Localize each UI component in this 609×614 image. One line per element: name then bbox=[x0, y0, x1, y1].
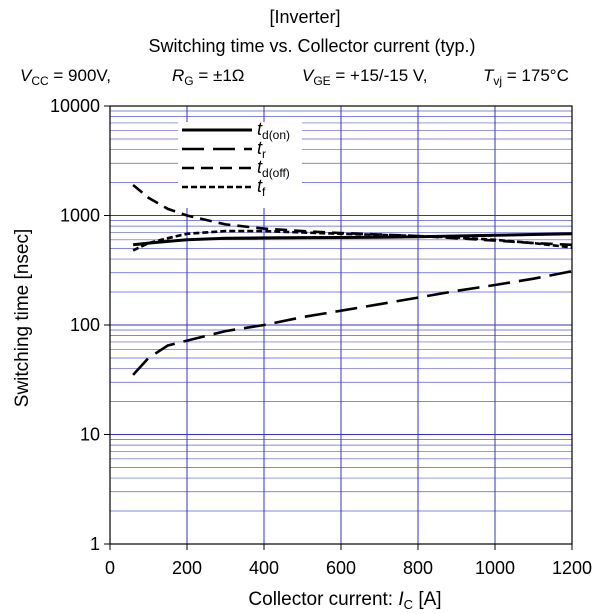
chart-subtitle: Switching time vs. Collector current (ty… bbox=[148, 36, 475, 56]
x-tick-label: 600 bbox=[326, 558, 356, 578]
vge-symbol: V bbox=[302, 66, 315, 85]
series-layer bbox=[132, 184, 573, 376]
tvj-value: = 175°C bbox=[502, 66, 569, 85]
rg-symbol: R bbox=[172, 66, 184, 85]
vcc-subscript: CC bbox=[31, 74, 49, 88]
legend-label-main: t bbox=[257, 119, 263, 139]
vge-subscript: GE bbox=[313, 74, 330, 88]
y-axis-ticks: 1 10 100 1000 10000 bbox=[50, 96, 110, 554]
x-axis-label: Collector current: IC [A] bbox=[248, 589, 441, 612]
y-tick-label: 1000 bbox=[60, 206, 100, 226]
rg-subscript: G bbox=[184, 74, 193, 88]
tvj-subscript: vj bbox=[493, 74, 502, 88]
vge-value: = +15/-15 V, bbox=[331, 66, 428, 85]
legend-box bbox=[178, 122, 302, 208]
x-axis-label-symbol: I bbox=[398, 589, 404, 610]
y-tick-label: 10000 bbox=[50, 96, 100, 116]
series-line-r bbox=[132, 269, 573, 376]
legend-label: tf bbox=[257, 176, 266, 199]
legend-label: td(off) bbox=[257, 157, 290, 180]
legend-label-sub: d(off) bbox=[262, 166, 290, 180]
chart-title: [Inverter] bbox=[269, 7, 340, 27]
rg-value: = ±1Ω bbox=[194, 66, 245, 85]
legend-label: td(on) bbox=[257, 119, 290, 142]
legend-label-sub: r bbox=[262, 147, 266, 161]
vcc-symbol: V bbox=[20, 66, 33, 85]
legend-label-sub: d(on) bbox=[262, 128, 290, 142]
x-tick-label: 0 bbox=[105, 558, 115, 578]
legend-label-main: t bbox=[257, 176, 263, 196]
legend-label-sub: f bbox=[262, 185, 266, 199]
x-tick-label: 1000 bbox=[475, 558, 515, 578]
x-tick-label: 1200 bbox=[552, 558, 592, 578]
y-tick-label: 10 bbox=[80, 425, 100, 445]
conditions-line: VCC = 900V, RG = ±1Ω VGE = +15/-15 V, Tv… bbox=[20, 66, 569, 88]
x-tick-label: 800 bbox=[403, 558, 433, 578]
x-axis-label-text: Collector current: bbox=[248, 589, 398, 610]
y-tick-label: 100 bbox=[70, 315, 100, 335]
legend-label-main: t bbox=[257, 157, 263, 177]
x-axis-label-unit: [A] bbox=[413, 589, 442, 610]
series-line-f bbox=[132, 229, 573, 252]
series-line-don bbox=[132, 232, 573, 247]
x-tick-label: 400 bbox=[249, 558, 279, 578]
x-tick-label: 200 bbox=[172, 558, 202, 578]
y-tick-label: 1 bbox=[90, 534, 100, 554]
vcc-value: = 900V, bbox=[49, 66, 111, 85]
x-axis-label-subscript: C bbox=[404, 597, 413, 612]
y-axis-label: Switching time [nsec] bbox=[12, 229, 33, 407]
legend-label-main: t bbox=[257, 138, 263, 158]
legend-label: tr bbox=[257, 138, 266, 161]
tvj-symbol: T bbox=[483, 66, 495, 85]
x-axis-ticks: 0 200 400 600 800 1000 1200 bbox=[105, 544, 592, 578]
